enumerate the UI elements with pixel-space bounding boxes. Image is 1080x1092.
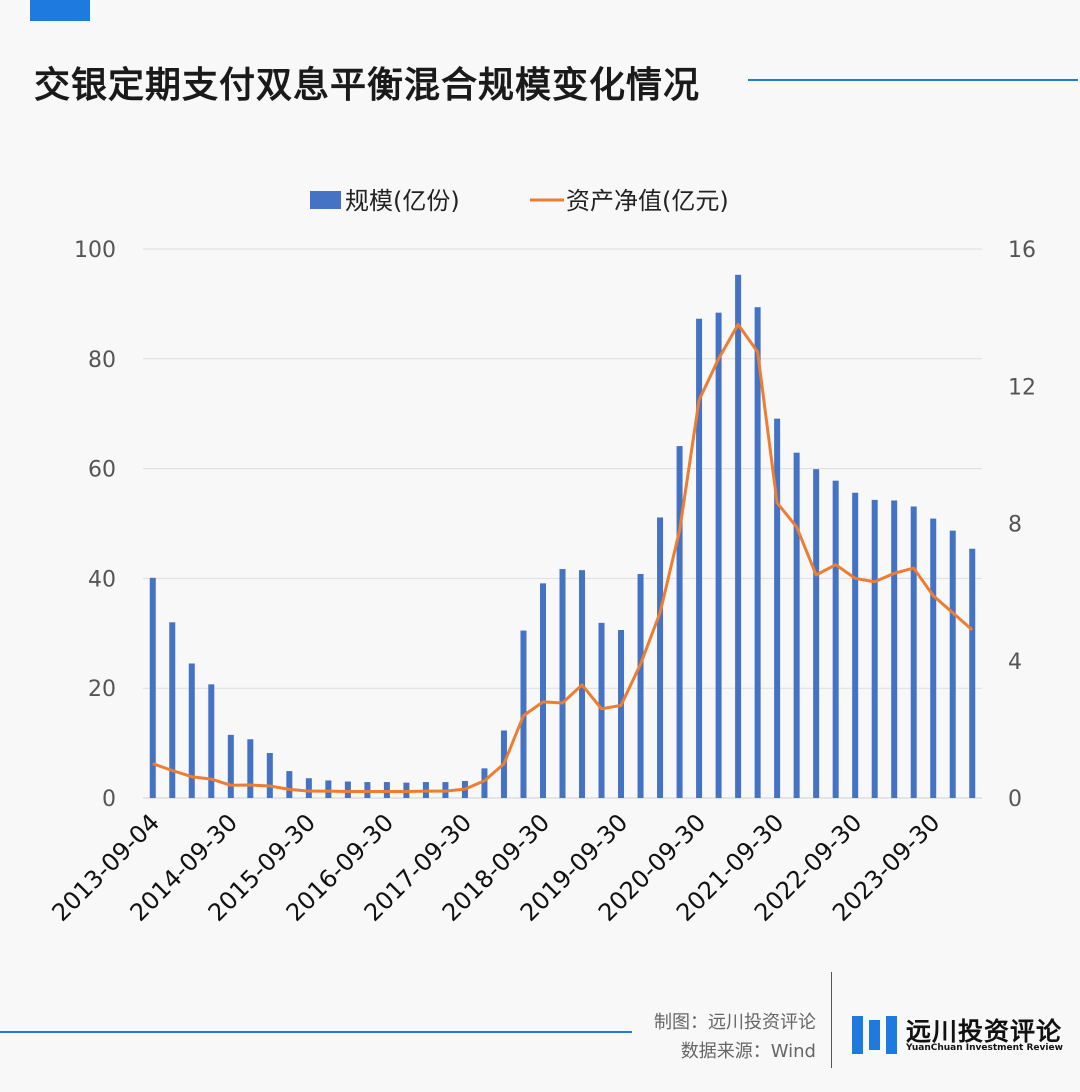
credit-maker: 制图：远川投资评论 xyxy=(654,1012,816,1033)
bar xyxy=(969,548,976,798)
bar xyxy=(188,663,195,798)
logo-text-en: YuanChuan Investment Review xyxy=(906,1043,1063,1053)
legend: 规模(亿份) 资产净值(亿元) xyxy=(310,187,729,215)
bar xyxy=(169,622,176,798)
bar xyxy=(539,583,546,798)
bar xyxy=(286,771,293,798)
bar xyxy=(559,569,566,798)
footer-separator xyxy=(831,972,832,1068)
logo-text-cn: 远川投资评论 xyxy=(906,1017,1063,1046)
x-axis: 2013-09-042014-09-302015-09-302016-09-30… xyxy=(47,808,946,926)
credit-source: 数据来源：Wind xyxy=(680,1041,816,1062)
y-left-tick-label: 60 xyxy=(88,458,116,483)
bar xyxy=(344,781,351,798)
bar xyxy=(481,768,488,798)
nav-line xyxy=(152,323,974,793)
page-title: 交银定期支付双息平衡混合规模变化情况 xyxy=(34,65,701,106)
bar xyxy=(696,318,703,798)
bar xyxy=(715,312,722,798)
bar xyxy=(598,622,605,798)
chart: 0 20 40 60 80 100 0 4 8 12 16 2013-09-042014-09-3… xyxy=(47,187,1036,927)
footer-rule xyxy=(0,1031,632,1033)
bar xyxy=(208,684,215,798)
bar xyxy=(735,274,742,799)
bar xyxy=(774,418,781,798)
bar xyxy=(305,778,312,798)
y-left-tick-label: 20 xyxy=(88,677,116,702)
bar xyxy=(325,780,332,798)
bar xyxy=(910,506,917,798)
y-left-tick-label: 80 xyxy=(88,348,116,373)
y-right-tick-label: 16 xyxy=(1008,238,1036,263)
bar xyxy=(266,752,273,798)
y-right-tick-label: 4 xyxy=(1008,650,1022,675)
header-accent-tab xyxy=(30,0,90,21)
bar xyxy=(871,499,878,798)
legend-label-bar: 规模(亿份) xyxy=(345,187,460,215)
bar xyxy=(676,446,683,798)
bar xyxy=(247,739,254,798)
bar xyxy=(832,480,839,798)
bar xyxy=(618,630,625,798)
bar xyxy=(754,307,761,798)
bar xyxy=(852,492,859,798)
y-left-tick-label: 40 xyxy=(88,567,116,592)
y-right-tick-label: 0 xyxy=(1008,787,1022,812)
y-right-tick-label: 12 xyxy=(1008,375,1036,400)
y-axis-right: 0 4 8 12 16 xyxy=(1008,238,1036,812)
title-rule xyxy=(748,79,1078,81)
bar xyxy=(891,500,898,798)
bar xyxy=(813,469,820,798)
y-right-tick-label: 8 xyxy=(1008,513,1022,538)
bar xyxy=(930,518,937,798)
y-left-tick-label: 100 xyxy=(74,238,116,263)
bar xyxy=(637,574,644,798)
bar xyxy=(949,530,956,798)
bar-series xyxy=(149,274,976,799)
legend-label-line: 资产净值(亿元) xyxy=(566,187,729,215)
bar xyxy=(793,452,800,798)
bar xyxy=(657,517,664,798)
y-left-tick-label: 0 xyxy=(102,787,116,812)
line-series xyxy=(152,323,974,793)
logo-icon xyxy=(852,1016,897,1054)
bar xyxy=(149,577,156,798)
legend-swatch-bar xyxy=(310,191,341,209)
y-axis-left: 0 20 40 60 80 100 xyxy=(74,238,116,812)
bar xyxy=(227,734,234,798)
